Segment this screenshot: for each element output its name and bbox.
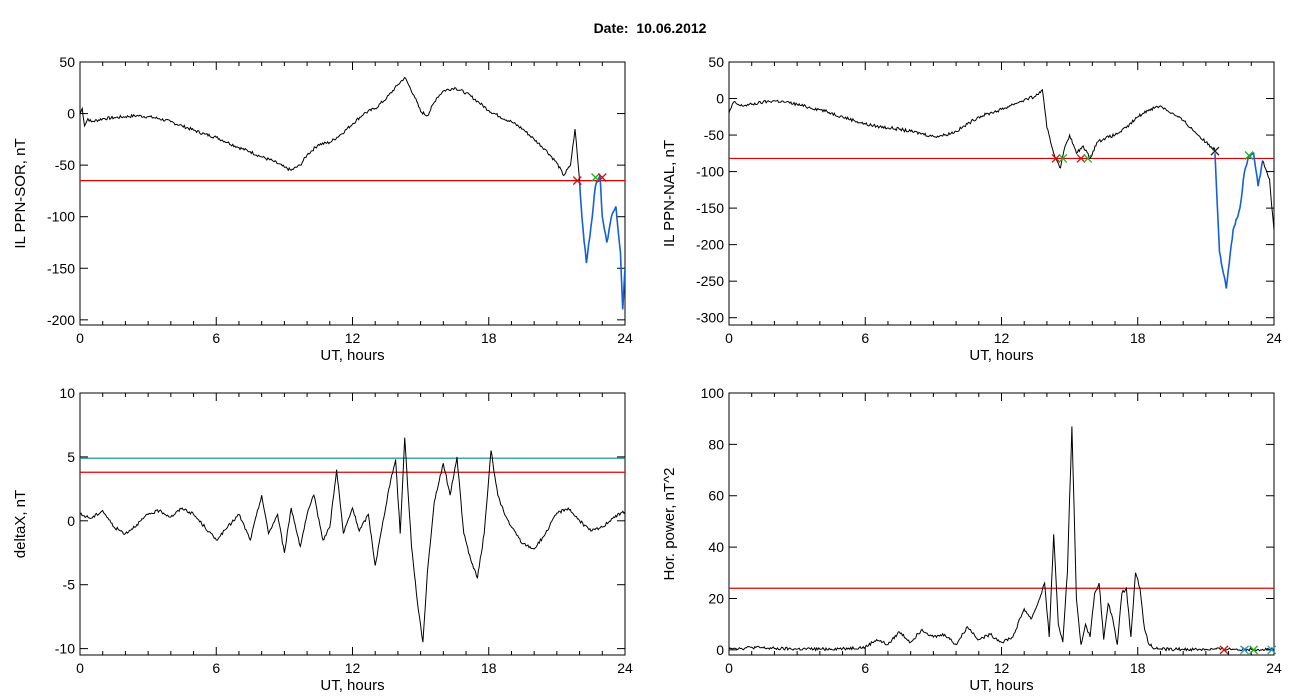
x-tick-label: 6 (861, 660, 869, 676)
x-tick-label: 24 (617, 330, 633, 346)
y-tick-label: -150 (47, 260, 75, 276)
series-line (729, 88, 1216, 169)
x-tick-label: 12 (994, 330, 1010, 346)
event-marker (1210, 146, 1220, 156)
plot-area (729, 426, 1274, 652)
series-line (729, 426, 1274, 652)
y-tick-label: 60 (708, 488, 724, 504)
plot-frame (79, 392, 626, 656)
y-tick-label: -100 (696, 164, 724, 180)
y-tick-label: 20 (708, 590, 724, 606)
x-axis-label: UT, hours (969, 347, 1033, 364)
x-tick-label: 24 (617, 660, 633, 676)
plot-frame (728, 392, 1275, 656)
x-tick-label: 12 (345, 660, 361, 676)
event-marker (1267, 645, 1277, 655)
event-marker (1083, 153, 1093, 163)
x-tick-label: 6 (861, 330, 869, 346)
x-axis-label: UT, hours (320, 347, 384, 364)
panel-il-sor: 0 6 12 18 24 50 0 -50 -100 -150 -200 UT, hours IL PP… (12, 54, 633, 364)
event-marker (597, 173, 607, 182)
x-tick-label: 24 (1266, 660, 1282, 676)
y-tick-label: 50 (59, 54, 75, 70)
y-axis-label: IL PPN-SOR, nT (12, 138, 29, 248)
y-tick-label: 40 (708, 539, 724, 555)
figure-title: Date: 10.06.2012 (0, 20, 1300, 36)
x-tick-label: 6 (212, 330, 220, 346)
y-tick-label: 5 (67, 449, 75, 465)
y-tick-label: -150 (696, 200, 724, 216)
x-tick-label: 18 (481, 330, 497, 346)
y-tick-label: 100 (701, 385, 725, 401)
x-axis-label: UT, hours (320, 677, 384, 694)
y-tick-label: -200 (696, 237, 724, 253)
plot-frame (79, 61, 626, 326)
event-marker (572, 176, 582, 186)
y-tick-label: -50 (55, 157, 75, 173)
highlight-series-line (578, 175, 625, 310)
y-tick-label: -10 (55, 641, 75, 657)
y-tick-label: 0 (67, 513, 75, 529)
title-date: 10.06.2012 (636, 20, 707, 36)
y-tick-label: 80 (708, 436, 724, 452)
event-marker (591, 173, 600, 182)
y-tick-label: 0 (716, 642, 724, 658)
event-marker (1240, 645, 1249, 655)
x-tick-label: 0 (76, 660, 84, 676)
plot-area (80, 437, 625, 643)
panel-deltax: 0 6 12 18 24 10 5 0 -5 -10 UT, hours deltaX, nT (12, 385, 633, 694)
y-tick-label: 50 (708, 54, 724, 70)
y-tick-label: -100 (47, 209, 75, 225)
y-tick-label: -50 (704, 127, 724, 143)
x-tick-label: 18 (481, 660, 497, 676)
x-tick-label: 6 (212, 660, 220, 676)
event-marker (1244, 151, 1254, 160)
y-axis-label: IL PPN-NAL, nT (661, 140, 678, 247)
y-tick-label: 0 (67, 106, 75, 122)
event-marker (1051, 153, 1061, 163)
y-tick-label: -5 (63, 577, 76, 593)
y-tick-label: 0 (716, 91, 724, 107)
event-marker (1058, 153, 1068, 163)
panel-il-nal: 0 6 12 18 24 50 0 -50 -100 -150 -200 -250 -300 UT, ho… (661, 54, 1282, 364)
series-line (80, 76, 581, 181)
y-tick-label: 10 (59, 385, 75, 401)
x-tick-label: 12 (994, 660, 1010, 676)
x-tick-label: 0 (725, 660, 733, 676)
event-marker (1219, 645, 1229, 655)
plot-area (80, 76, 625, 310)
y-axis-label: Hor. power, nT^2 (661, 468, 678, 581)
series-line (1262, 160, 1274, 231)
y-tick-label: -250 (696, 273, 724, 289)
plot-frame (728, 61, 1275, 326)
x-tick-label: 18 (1130, 660, 1146, 676)
x-tick-label: 18 (1130, 330, 1146, 346)
x-tick-label: 12 (345, 330, 361, 346)
y-tick-label: -200 (47, 312, 75, 328)
title-label: Date: (593, 20, 629, 36)
series-line (80, 437, 625, 643)
event-marker (1249, 645, 1259, 655)
highlight-series-line (1214, 152, 1264, 289)
x-tick-label: 0 (725, 330, 733, 346)
event-marker (1076, 153, 1086, 163)
x-tick-label: 24 (1266, 330, 1282, 346)
x-axis-label: UT, hours (969, 677, 1033, 694)
panel-hor-power: 0 6 12 18 24 100 80 60 40 20 0 UT, hours Hor. power,… (661, 385, 1282, 694)
y-axis-label: deltaX, nT (12, 490, 29, 558)
plot-area (729, 88, 1274, 289)
y-tick-label: -300 (696, 310, 724, 326)
x-tick-label: 0 (76, 330, 84, 346)
